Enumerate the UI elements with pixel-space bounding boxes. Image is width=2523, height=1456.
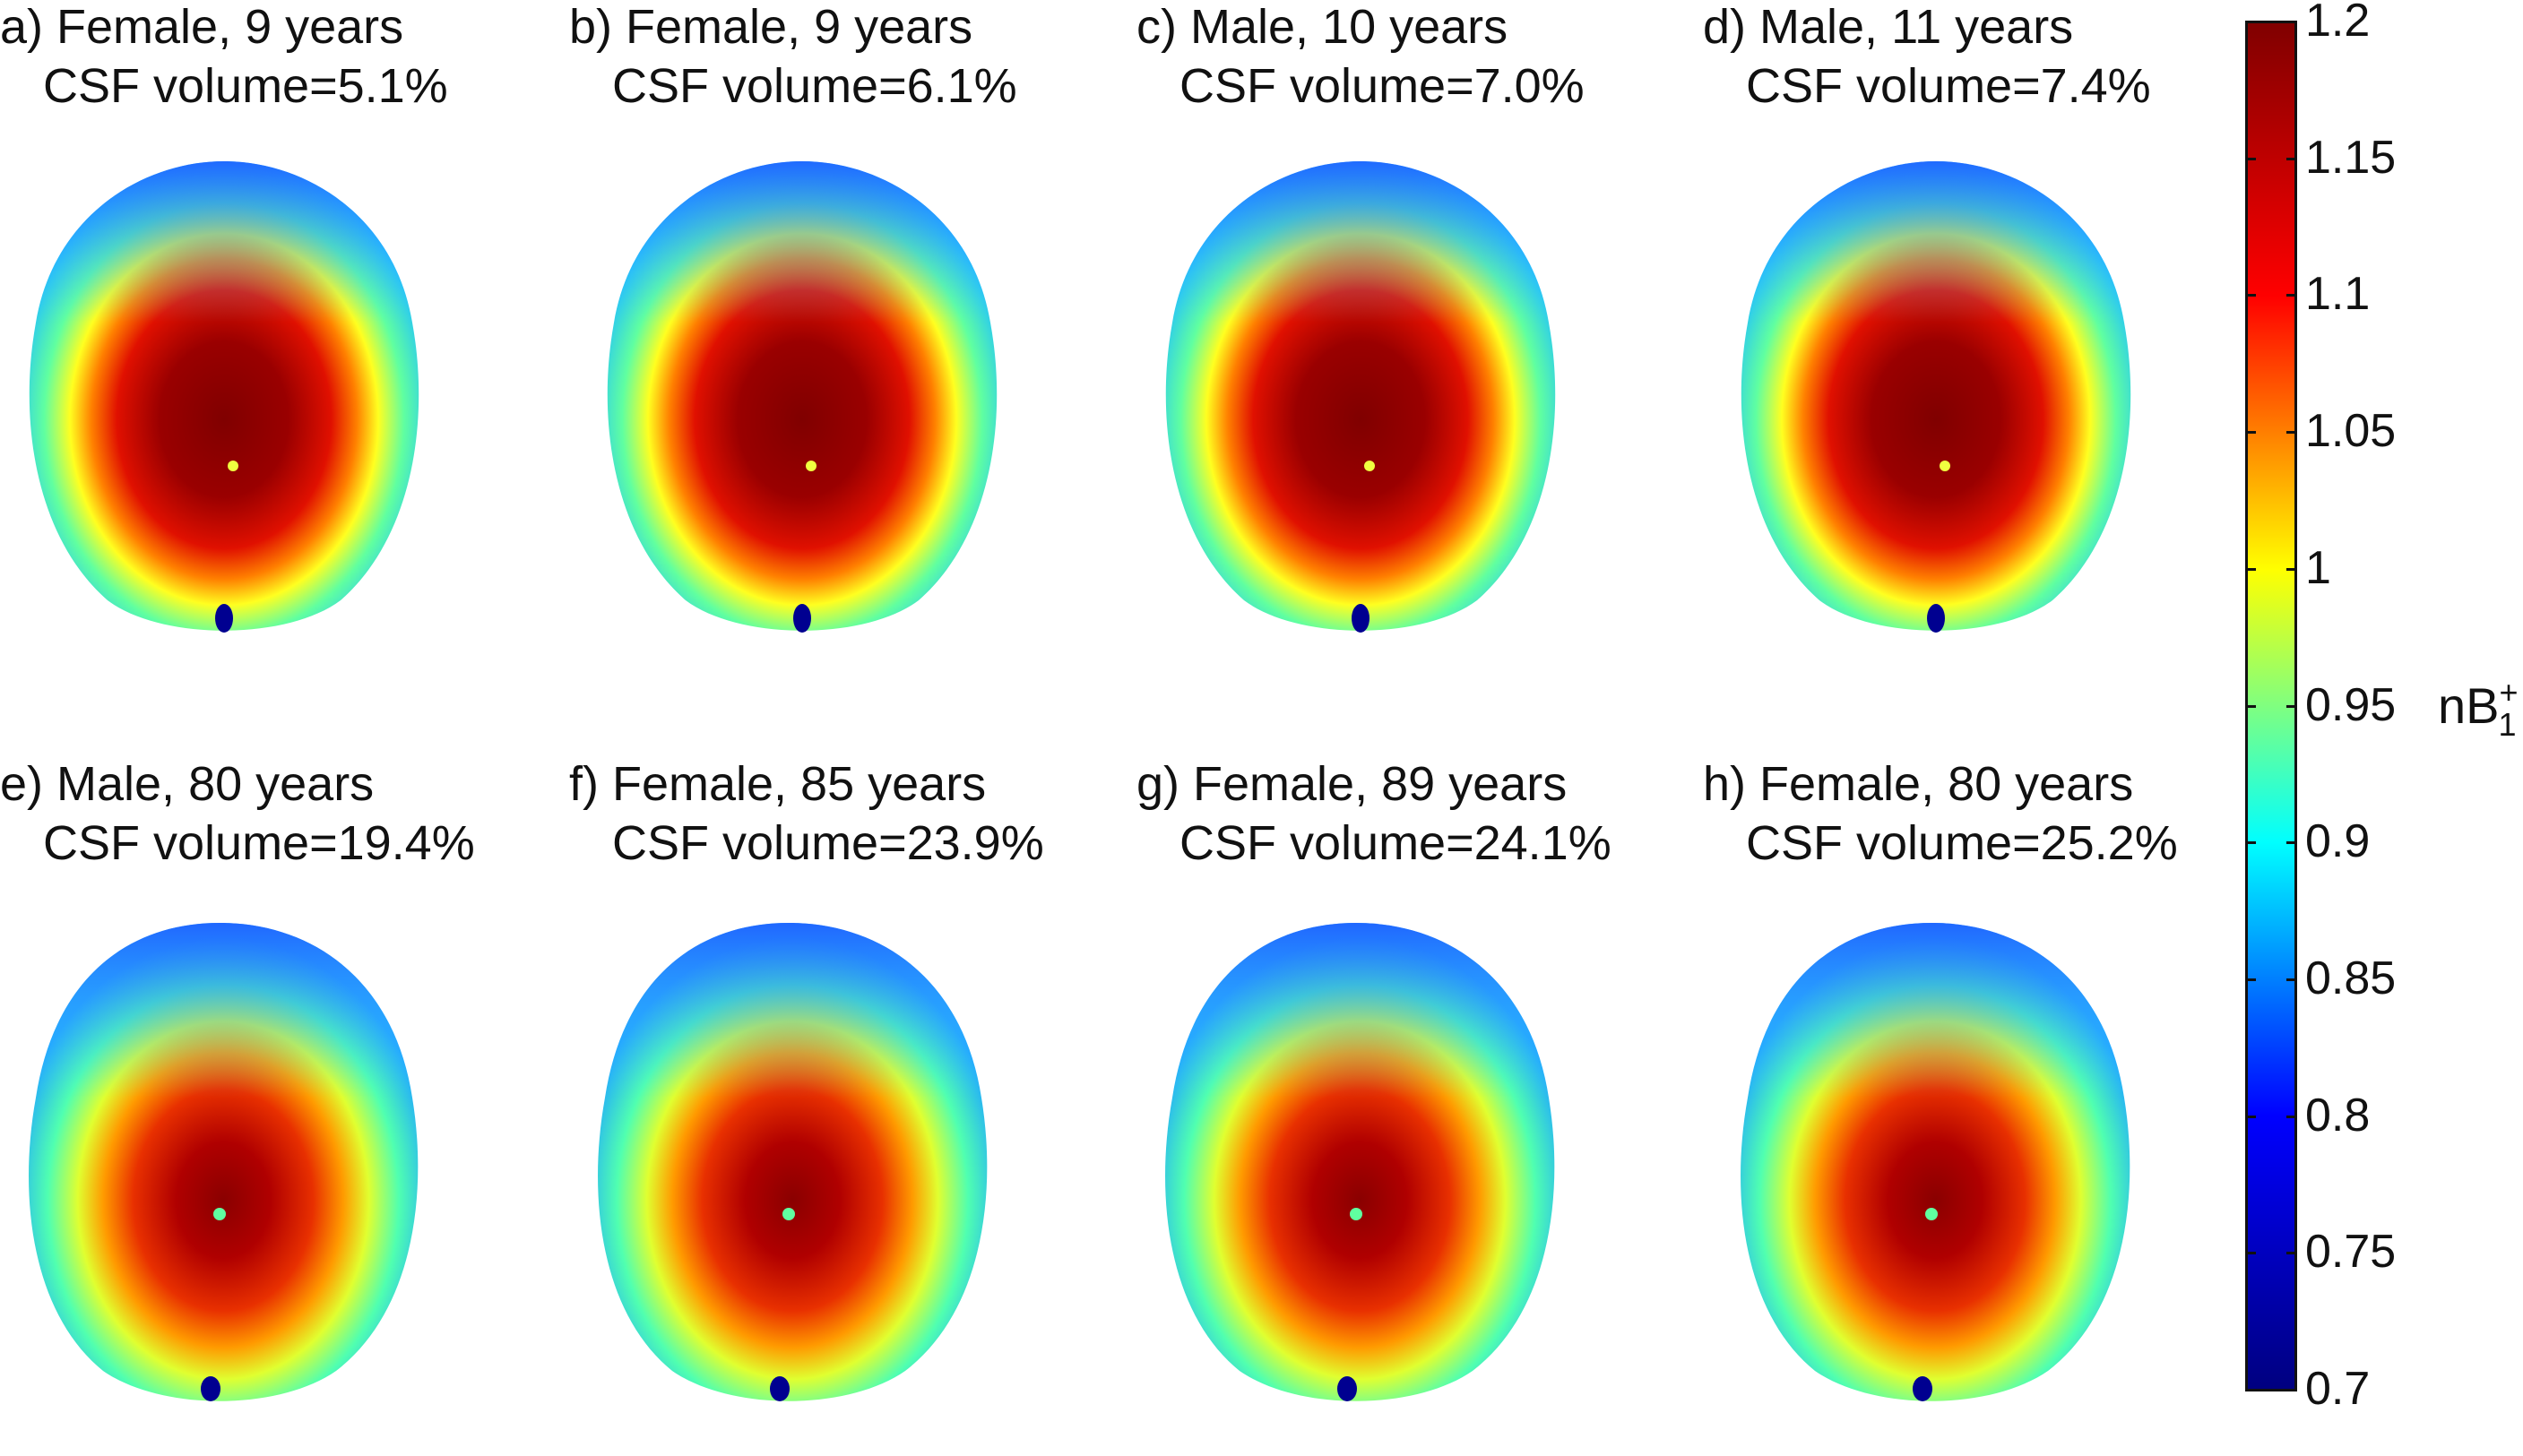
colorbar-tick-label: 1.15 xyxy=(2305,131,2397,184)
colorbar-tick-mark xyxy=(2245,21,2256,23)
colorbar-label-main: nB xyxy=(2438,677,2500,734)
colorbar-tick-mark xyxy=(2286,1252,2297,1255)
colorbar-tick-mark xyxy=(2245,1252,2256,1255)
colorbar-tick-mark xyxy=(2286,1115,2297,1118)
colorbar-tick-label: 0.85 xyxy=(2305,952,2397,1004)
panel-csf-volume: CSF volume=23.9% xyxy=(612,816,1044,870)
colorbar-tick-mark xyxy=(2245,294,2256,297)
colorbar-tick-mark xyxy=(2286,431,2297,435)
colorbar-label: nB+1 xyxy=(2438,674,2519,744)
panel-title: c) Male, 10 years xyxy=(1136,0,1508,54)
panel-title: h) Female, 80 years xyxy=(1703,757,2134,811)
colorbar-tick-mark xyxy=(2245,1115,2256,1118)
panel-e: e) Male, 80 years CSF volume=19.4% xyxy=(0,757,574,1456)
panel-csf-volume: CSF volume=7.4% xyxy=(1746,59,2151,113)
panel-title: e) Male, 80 years xyxy=(0,757,375,811)
panel-a: a) Female, 9 years CSF volume=5.1% xyxy=(0,0,574,699)
panel-csf-volume: CSF volume=24.1% xyxy=(1179,816,1611,870)
colorbar-label-sub: 1 xyxy=(2498,706,2517,743)
colorbar-tick-mark xyxy=(2286,567,2297,571)
colorbar-tick-mark xyxy=(2286,704,2297,708)
brain-map-image xyxy=(1741,161,2131,633)
panel-csf-volume: CSF volume=6.1% xyxy=(612,59,1017,113)
colorbar-tick-mark xyxy=(2245,567,2256,571)
brain-map-image xyxy=(29,923,419,1401)
panel-title: b) Female, 9 years xyxy=(569,0,973,54)
panel-f: f) Female, 85 years CSF volume=23.9% xyxy=(569,757,1143,1456)
panel-h: h) Female, 80 years CSF volume=25.2% xyxy=(1703,757,2277,1456)
colorbar-tick-mark xyxy=(2245,841,2256,845)
brain-map-image xyxy=(598,923,988,1401)
colorbar-tick-label: 0.8 xyxy=(2305,1089,2371,1142)
colorbar-tick-mark xyxy=(2245,1389,2256,1391)
colorbar-tick-label: 1 xyxy=(2305,541,2331,594)
colorbar-tick-label: 0.9 xyxy=(2305,815,2371,868)
panel-csf-volume: CSF volume=19.4% xyxy=(43,816,475,870)
colorbar-tick-label: 0.7 xyxy=(2305,1363,2371,1415)
panel-title: f) Female, 85 years xyxy=(569,757,987,811)
colorbar-tick-mark xyxy=(2245,431,2256,435)
colorbar-tick-label: 1.05 xyxy=(2305,405,2397,458)
colorbar-tick-mark xyxy=(2245,704,2256,708)
colorbar-tick-label: 0.95 xyxy=(2305,678,2397,731)
colorbar-tick-label: 1.1 xyxy=(2305,268,2371,321)
panel-title: d) Male, 11 years xyxy=(1703,0,2074,54)
colorbar-label-sup: + xyxy=(2499,674,2519,711)
panel-g: g) Female, 89 years CSF volume=24.1% xyxy=(1136,757,1710,1456)
brain-map-image xyxy=(607,161,998,633)
brain-map-image xyxy=(29,161,419,633)
panel-title: a) Female, 9 years xyxy=(0,0,404,54)
colorbar-tick-label: 0.75 xyxy=(2305,1226,2397,1279)
colorbar-tick-mark xyxy=(2286,841,2297,845)
colorbar-tick-mark xyxy=(2286,1389,2297,1391)
panel-b: b) Female, 9 years CSF volume=6.1% xyxy=(569,0,1143,699)
panel-d: d) Male, 11 years CSF volume=7.4% xyxy=(1703,0,2277,699)
panel-csf-volume: CSF volume=25.2% xyxy=(1746,816,2178,870)
colorbar-tick-mark xyxy=(2245,157,2256,160)
brain-map-image xyxy=(1165,923,1555,1401)
colorbar-tick-label: 1.2 xyxy=(2305,0,2371,47)
panel-c: c) Male, 10 years CSF volume=7.0% xyxy=(1136,0,1710,699)
panel-csf-volume: CSF volume=7.0% xyxy=(1179,59,1585,113)
panel-title: g) Female, 89 years xyxy=(1136,757,1568,811)
colorbar-tick-mark xyxy=(2286,157,2297,160)
brain-map-image xyxy=(1165,161,1556,633)
colorbar-tick-mark xyxy=(2286,978,2297,981)
colorbar-tick-mark xyxy=(2245,978,2256,981)
colorbar-tick-mark xyxy=(2286,294,2297,297)
brain-map-image xyxy=(1741,923,2130,1401)
colorbar-tick-mark xyxy=(2286,21,2297,23)
panel-csf-volume: CSF volume=5.1% xyxy=(43,59,448,113)
